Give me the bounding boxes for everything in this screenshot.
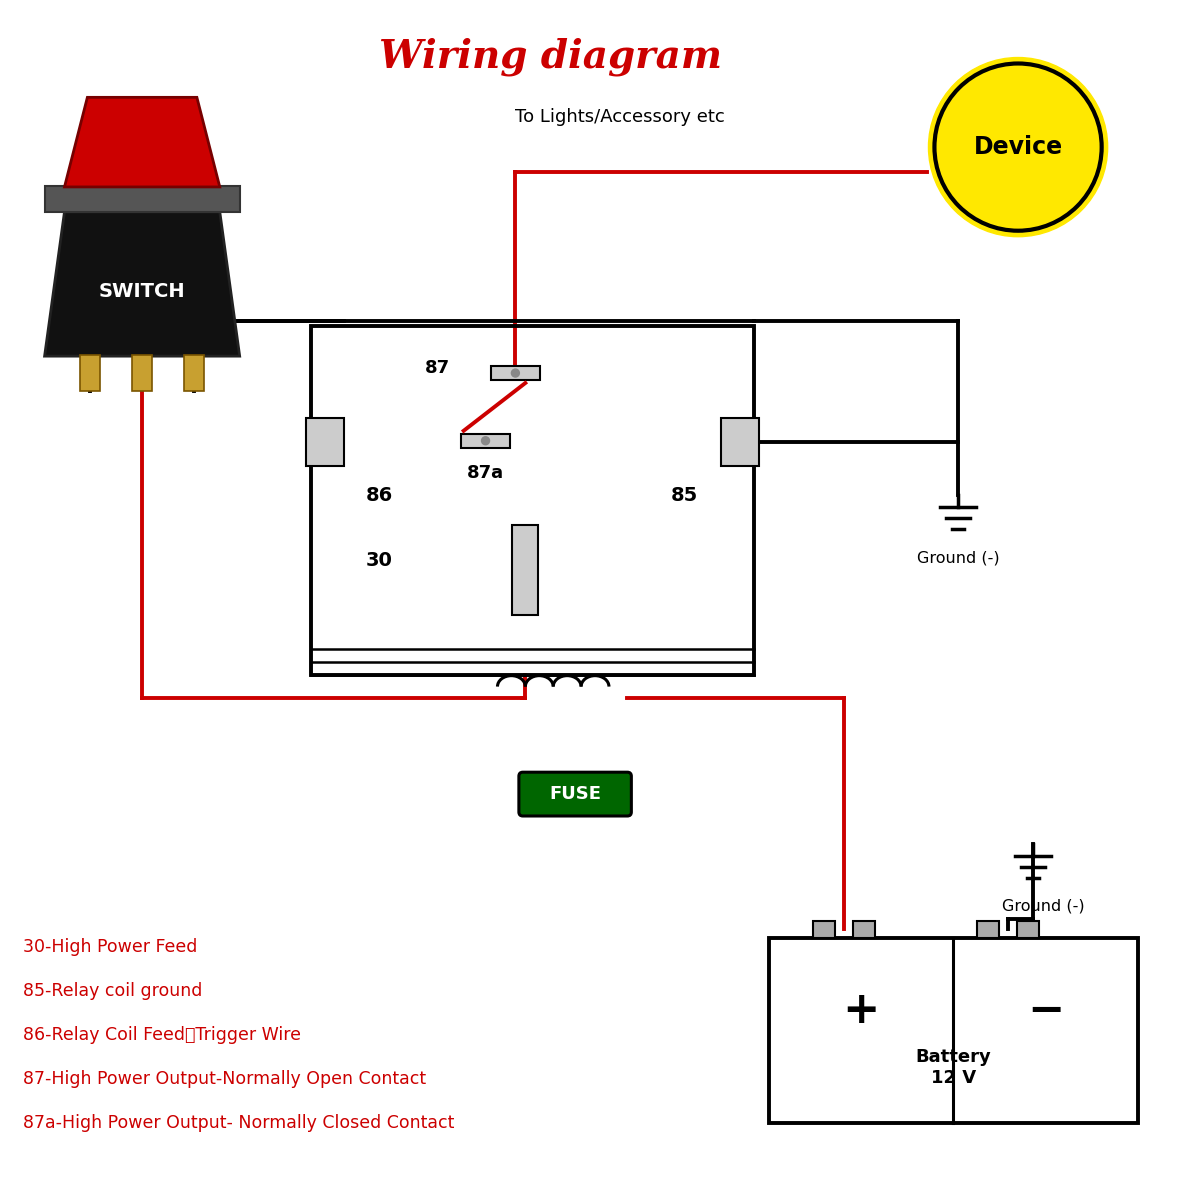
Text: FUSE: FUSE (550, 785, 601, 803)
Bar (977, 920, 1000, 938)
Text: 87-High Power Output-Normally Open Contact: 87-High Power Output-Normally Open Conta… (23, 1070, 426, 1088)
Text: 30: 30 (366, 551, 392, 570)
Text: SWITCH: SWITCH (98, 282, 186, 301)
Text: 87a: 87a (467, 463, 504, 481)
Text: To Lights/Accessory etc: To Lights/Accessory etc (515, 108, 725, 126)
Text: 87: 87 (425, 359, 450, 377)
Circle shape (929, 58, 1108, 236)
Bar (1018, 920, 1039, 938)
Bar (311, 326, 755, 674)
Circle shape (511, 370, 520, 377)
Bar (491, 366, 540, 380)
Bar (80, 355, 101, 391)
Bar (132, 355, 152, 391)
Polygon shape (44, 212, 240, 356)
Text: −: − (1027, 989, 1064, 1032)
Text: Ground (-): Ground (-) (1002, 899, 1085, 913)
Bar (814, 920, 835, 938)
Bar (721, 418, 760, 466)
Bar (461, 433, 510, 448)
Bar (184, 355, 204, 391)
Text: Device: Device (973, 136, 1063, 160)
Bar (769, 938, 1138, 1122)
Text: 30-High Power Feed: 30-High Power Feed (23, 938, 197, 956)
Bar (853, 920, 875, 938)
Text: 85: 85 (671, 486, 698, 505)
Text: 86-Relay Coil Feed（Trigger Wire: 86-Relay Coil Feed（Trigger Wire (23, 1026, 301, 1044)
Bar (44, 186, 240, 212)
Text: 85-Relay coil ground: 85-Relay coil ground (23, 983, 202, 1001)
Text: 87a-High Power Output- Normally Closed Contact: 87a-High Power Output- Normally Closed C… (23, 1114, 454, 1132)
FancyBboxPatch shape (518, 772, 631, 816)
Bar (512, 526, 539, 614)
Circle shape (481, 437, 490, 445)
Text: Ground (-): Ground (-) (917, 551, 1000, 565)
Text: +: + (842, 989, 880, 1032)
Text: 86: 86 (366, 486, 392, 505)
Bar (306, 418, 344, 466)
Polygon shape (65, 97, 220, 187)
Text: Battery
12 V: Battery 12 V (916, 1049, 991, 1087)
Text: Wiring diagram: Wiring diagram (379, 37, 721, 76)
